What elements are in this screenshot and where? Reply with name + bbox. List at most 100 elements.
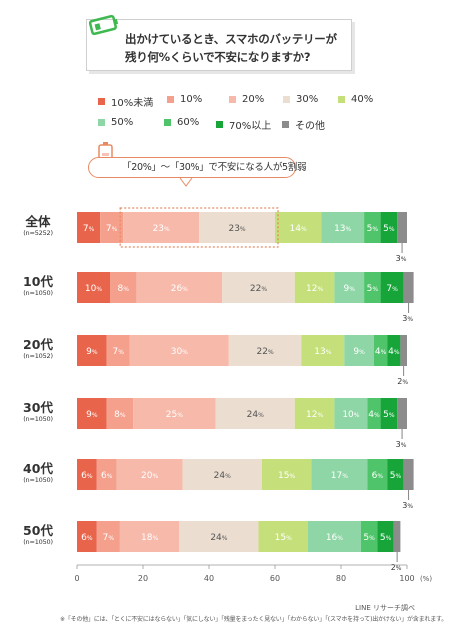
bar-segment xyxy=(367,398,381,429)
category-label: 10代 xyxy=(23,274,53,289)
footnote: ※「その他」には、「とくに不安にはならない」「気にしない」「残量をまったく見ない… xyxy=(60,616,448,623)
sample-size-label: (n=1050) xyxy=(23,476,53,484)
highlight-box xyxy=(119,207,279,248)
legend-swatch xyxy=(98,98,105,105)
legend-label: 70%以上 xyxy=(229,121,272,132)
bar-segment xyxy=(106,398,134,429)
source-note: LINE リサーチ調べ xyxy=(355,604,415,612)
x-tick-label: 80 xyxy=(336,574,346,583)
chart-title-line1: 出かけているとき、スマホのバッテリーが xyxy=(125,32,337,46)
data-label: 2% xyxy=(397,377,408,386)
data-label: 2% xyxy=(391,563,402,572)
bar-segment xyxy=(77,272,110,303)
bar-segment xyxy=(100,212,124,243)
data-label: 5% xyxy=(383,410,395,420)
data-label: 16% xyxy=(326,533,343,543)
bar-segment xyxy=(334,398,368,429)
bar-segment xyxy=(77,459,97,490)
data-label: 18% xyxy=(141,533,158,543)
bar-segment xyxy=(215,398,295,429)
data-label: 15% xyxy=(275,533,292,543)
data-label: 6% xyxy=(101,471,113,481)
data-label: 10% xyxy=(85,284,102,294)
data-label: 10% xyxy=(342,410,359,420)
sample-size-label: (n=1050) xyxy=(23,538,53,546)
row-label: 40代 (n=1050) xyxy=(18,462,58,485)
data-label: 13% xyxy=(314,347,331,357)
data-label: 3% xyxy=(396,440,407,449)
legend-swatch xyxy=(164,119,171,126)
legend-label: 50% xyxy=(111,117,134,128)
legend-item: 60% xyxy=(164,117,199,128)
data-label: 7% xyxy=(386,284,398,294)
category-label: 50代 xyxy=(23,523,53,538)
bar-segment xyxy=(119,521,180,552)
bar-segment xyxy=(380,398,398,429)
data-label: 7% xyxy=(103,533,115,543)
title-box: 出かけているとき、スマホのバッテリーが 残り何%くらいで不安になりますか? xyxy=(86,19,352,71)
data-label: 24% xyxy=(214,471,231,481)
callout-note: 「20%」〜「30%」で不安になる人が5割弱 xyxy=(88,157,306,178)
data-label: 9% xyxy=(86,410,98,420)
bar-segment xyxy=(96,521,120,552)
legend-label: 20% xyxy=(242,94,265,105)
row-label: 30代 (n=1050) xyxy=(18,401,58,424)
legend-item: 40% xyxy=(338,94,373,105)
data-label: 3% xyxy=(402,501,413,510)
legend-label: その他 xyxy=(295,121,325,132)
legend-label: 10% xyxy=(180,94,203,105)
bar-segment xyxy=(77,398,107,429)
row-label: 全体 (n=5252) xyxy=(18,215,58,238)
sample-size-label: (n=1050) xyxy=(23,289,53,297)
legend-item: 70%以上 xyxy=(216,117,271,132)
data-label: 6% xyxy=(372,471,384,481)
bar-segment xyxy=(360,521,378,552)
data-label: 22% xyxy=(257,347,274,357)
bar-segment xyxy=(179,521,259,552)
row-label: 20代 (n=1052) xyxy=(18,338,58,361)
bar-segment xyxy=(377,521,394,552)
legend-label: 40% xyxy=(351,94,374,105)
bar-segment xyxy=(367,459,388,490)
bar-segment xyxy=(275,212,322,243)
data-label: 6% xyxy=(81,533,93,543)
data-label: 6% xyxy=(81,471,93,481)
data-label: 5% xyxy=(367,224,379,234)
x-tick-label: 40 xyxy=(204,574,214,583)
category-label: 20代 xyxy=(23,337,53,352)
bar-segment xyxy=(228,335,302,366)
data-label: 24% xyxy=(247,410,264,420)
category-label: 40代 xyxy=(23,461,53,476)
data-label: 23% xyxy=(153,224,170,234)
bar-segment xyxy=(110,272,137,303)
data-label: 4% xyxy=(375,347,387,357)
bar-segment xyxy=(397,212,407,243)
data-label: 8% xyxy=(117,284,129,294)
bar-segment xyxy=(380,212,398,243)
data-label: 22% xyxy=(250,284,267,294)
data-label: 14% xyxy=(290,224,307,234)
data-label: 5% xyxy=(390,471,402,481)
data-label: 5% xyxy=(380,533,392,543)
data-label: 12% xyxy=(306,410,323,420)
data-label: 7% xyxy=(106,224,118,234)
x-tick-label: 60 xyxy=(270,574,280,583)
bar-segment xyxy=(364,272,381,303)
data-label: 4% xyxy=(368,410,380,420)
data-label: 7% xyxy=(113,347,125,357)
bar-segment xyxy=(311,459,368,490)
bar-segment xyxy=(258,521,308,552)
x-unit-label: (%) xyxy=(420,575,432,583)
legend-swatch xyxy=(167,96,174,103)
legend-swatch xyxy=(229,96,236,103)
bar-segment xyxy=(400,335,407,366)
bar-segment xyxy=(294,398,335,429)
bar-segment xyxy=(261,459,312,490)
sample-size-label: (n=1052) xyxy=(23,352,53,360)
battery-icon xyxy=(88,14,119,36)
data-label: 5% xyxy=(367,284,379,294)
bar-segment xyxy=(301,335,345,366)
legend-swatch xyxy=(283,96,290,103)
bar-segment xyxy=(96,459,117,490)
data-label: 20% xyxy=(141,471,158,481)
